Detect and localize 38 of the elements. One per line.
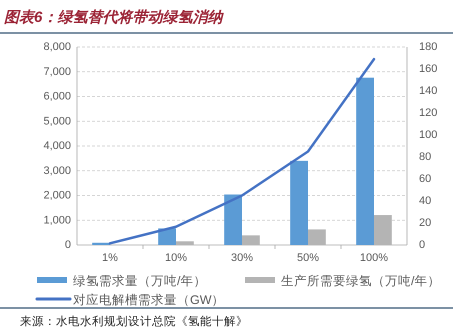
y2-tick-label: 40	[419, 195, 432, 207]
y-tick-label: 7,000	[43, 66, 71, 78]
x-tick-label: 50%	[296, 252, 320, 264]
bar	[242, 235, 260, 245]
bar	[374, 215, 392, 245]
y-tick-label: 2,000	[43, 190, 71, 202]
chart-title: 图表6：绿氢替代将带动绿氢消纳	[4, 9, 224, 26]
y2-tick-label: 180	[419, 41, 438, 53]
y-tick-label: 6,000	[43, 90, 71, 102]
x-tick-label: 100%	[360, 252, 388, 264]
legend-label: 生产所需要绿氢（万吨/年）	[281, 274, 440, 288]
y-tick-label: 8,000	[43, 41, 71, 53]
legend-label: 绿氢需求量（万吨/年）	[73, 274, 206, 288]
y2-tick-label: 140	[419, 85, 438, 97]
line-series	[108, 58, 376, 245]
bar	[158, 228, 176, 245]
y2-tick-label: 160	[419, 63, 438, 75]
y-tick-label: 4,000	[43, 140, 71, 152]
y-tick-label: 5,000	[43, 115, 71, 128]
y-tick-label: 0	[64, 239, 71, 251]
x-tick-label: 1%	[102, 252, 118, 264]
y2-tick-label: 60	[419, 173, 432, 185]
y2-tick-label: 120	[419, 107, 438, 119]
bar	[224, 194, 242, 245]
y2-tick-label: 100	[419, 129, 438, 141]
y-tick-label: 1,000	[43, 214, 71, 226]
source-note: 来源：水电水利规划设计总院《氢能十解》	[20, 314, 248, 328]
y-tick-label: 3,000	[43, 164, 71, 177]
y2-tick-label: 80	[419, 151, 432, 163]
bar	[176, 241, 194, 245]
x-tick-label: 10%	[164, 252, 188, 264]
y2-tick-label: 20	[419, 217, 432, 229]
bar	[356, 78, 374, 245]
bar	[290, 160, 308, 245]
legend-label: 对应电解槽需求量（GW）	[73, 292, 225, 307]
bar	[308, 229, 326, 245]
y2-tick-label: 0	[419, 239, 426, 251]
x-tick-label: 30%	[230, 252, 254, 264]
